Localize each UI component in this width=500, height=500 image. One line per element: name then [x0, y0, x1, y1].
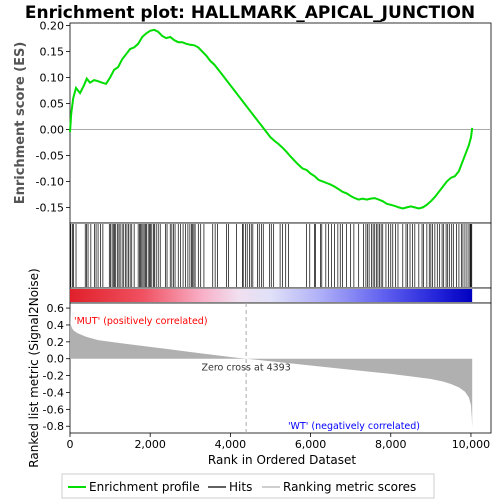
xtick-label: 8,000: [375, 438, 407, 451]
hits-panel-frame: [69, 222, 492, 289]
es-ytick-label: 0.00: [40, 123, 65, 136]
xtick-label: 4,000: [215, 438, 247, 451]
xtick-label: 10,000: [452, 438, 491, 451]
enrichment-profile-line: [69, 28, 474, 210]
es-yaxis-label: Enrichment score (ES): [13, 42, 28, 205]
metric-ytick-label: 0.0: [47, 353, 65, 366]
xaxis-ticks: 0 2,000 4,000 6,000 8,000 10,000: [67, 433, 491, 451]
xtick-label: 2,000: [134, 438, 166, 451]
metric-panel: Zero cross at 4393 'MUT' (positively cor…: [27, 268, 492, 468]
legend-frame: [61, 473, 435, 499]
es-ytick-label: 0.05: [40, 98, 65, 111]
es-ytick-label: 0.15: [40, 46, 65, 59]
es-panel-frame: [69, 22, 492, 224]
legend-label-enrichment: Enrichment profile: [89, 480, 200, 494]
metric-yaxis-label: Ranked list metric (Signal2Noise): [27, 268, 41, 467]
metric-ytick-label: -0.8: [43, 420, 64, 433]
rank-color-bar: [69, 287, 492, 304]
hit-marks: [70, 224, 473, 287]
es-ytick-label: -0.05: [36, 149, 64, 162]
es-ytick-label: -0.15: [36, 201, 64, 214]
positive-correlation-label: 'MUT' (positively correlated): [74, 316, 208, 327]
zero-cross-label: Zero cross at 4393: [201, 363, 290, 374]
legend-label-ranking: Ranking metric scores: [283, 480, 416, 494]
xtick-label: 6,000: [295, 438, 327, 451]
es-ytick-label: -0.10: [36, 175, 64, 188]
es-yaxis-ticks: -0.15 -0.10 -0.05 0.00 0.05 0.10 0.15 0.20: [36, 20, 70, 214]
metric-yaxis-ticks: -0.8 -0.6 -0.4 -0.2 0.0 0.2 0.4 0.6: [43, 302, 70, 433]
legend-label-hits: Hits: [229, 480, 252, 494]
metric-ytick-label: 0.4: [47, 319, 65, 332]
es-panel: -0.15 -0.10 -0.05 0.00 0.05 0.10 0.15 0.20 Enri…: [13, 20, 492, 224]
es-ytick-label: 0.20: [40, 20, 65, 33]
chart-title: Enrichment plot: HALLMARK_APICAL_JUNCTIO…: [25, 3, 475, 23]
hits-panel: [69, 222, 492, 289]
xaxis-label: Rank in Ordered Dataset: [208, 453, 356, 467]
legend: Enrichment profile Hits Ranking metric s…: [61, 473, 435, 499]
metric-ytick-label: -0.4: [43, 386, 64, 399]
metric-ytick-label: -0.6: [43, 403, 64, 416]
es-ytick-label: 0.10: [40, 72, 65, 85]
ranking-metric-area: [70, 308, 473, 428]
metric-ytick-label: 0.2: [47, 336, 65, 349]
negative-correlation-label: 'WT' (negatively correlated): [288, 421, 420, 432]
metric-ytick-label: 0.6: [47, 302, 65, 315]
rank-gradient-fill: [70, 289, 473, 302]
metric-ytick-label: -0.2: [43, 370, 64, 383]
xtick-label: 0: [67, 438, 74, 451]
